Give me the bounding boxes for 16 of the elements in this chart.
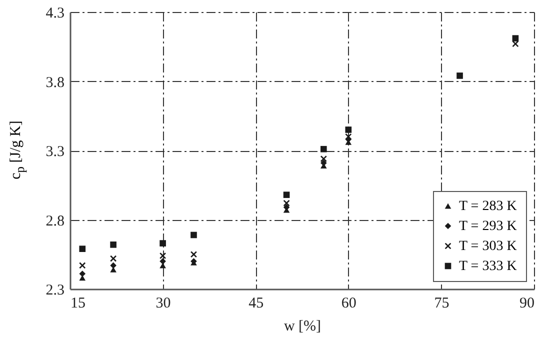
legend-label: T = 283 K — [459, 199, 517, 214]
x-tick-label: 75 — [434, 296, 450, 312]
x-tick-label: 15 — [70, 296, 86, 312]
y-tick-label: 2.8 — [46, 213, 64, 230]
x-tick-label: 45 — [248, 296, 264, 312]
x-tick-label: 60 — [341, 296, 356, 312]
x-axis-title: w [%] — [284, 318, 322, 334]
x-tick-label: 90 — [520, 296, 534, 312]
legend-label: T = 303 K — [459, 239, 517, 254]
x-tick-label: 30 — [156, 296, 171, 312]
y-tick-label: 2.3 — [46, 282, 64, 298]
legend-label: T = 333 K — [459, 259, 517, 274]
y-tick-label: 4.3 — [46, 6, 64, 22]
legend-label: T = 293 K — [459, 219, 517, 234]
y-tick-label: 3.3 — [46, 144, 64, 160]
y-tick-label: 3.8 — [46, 74, 64, 91]
